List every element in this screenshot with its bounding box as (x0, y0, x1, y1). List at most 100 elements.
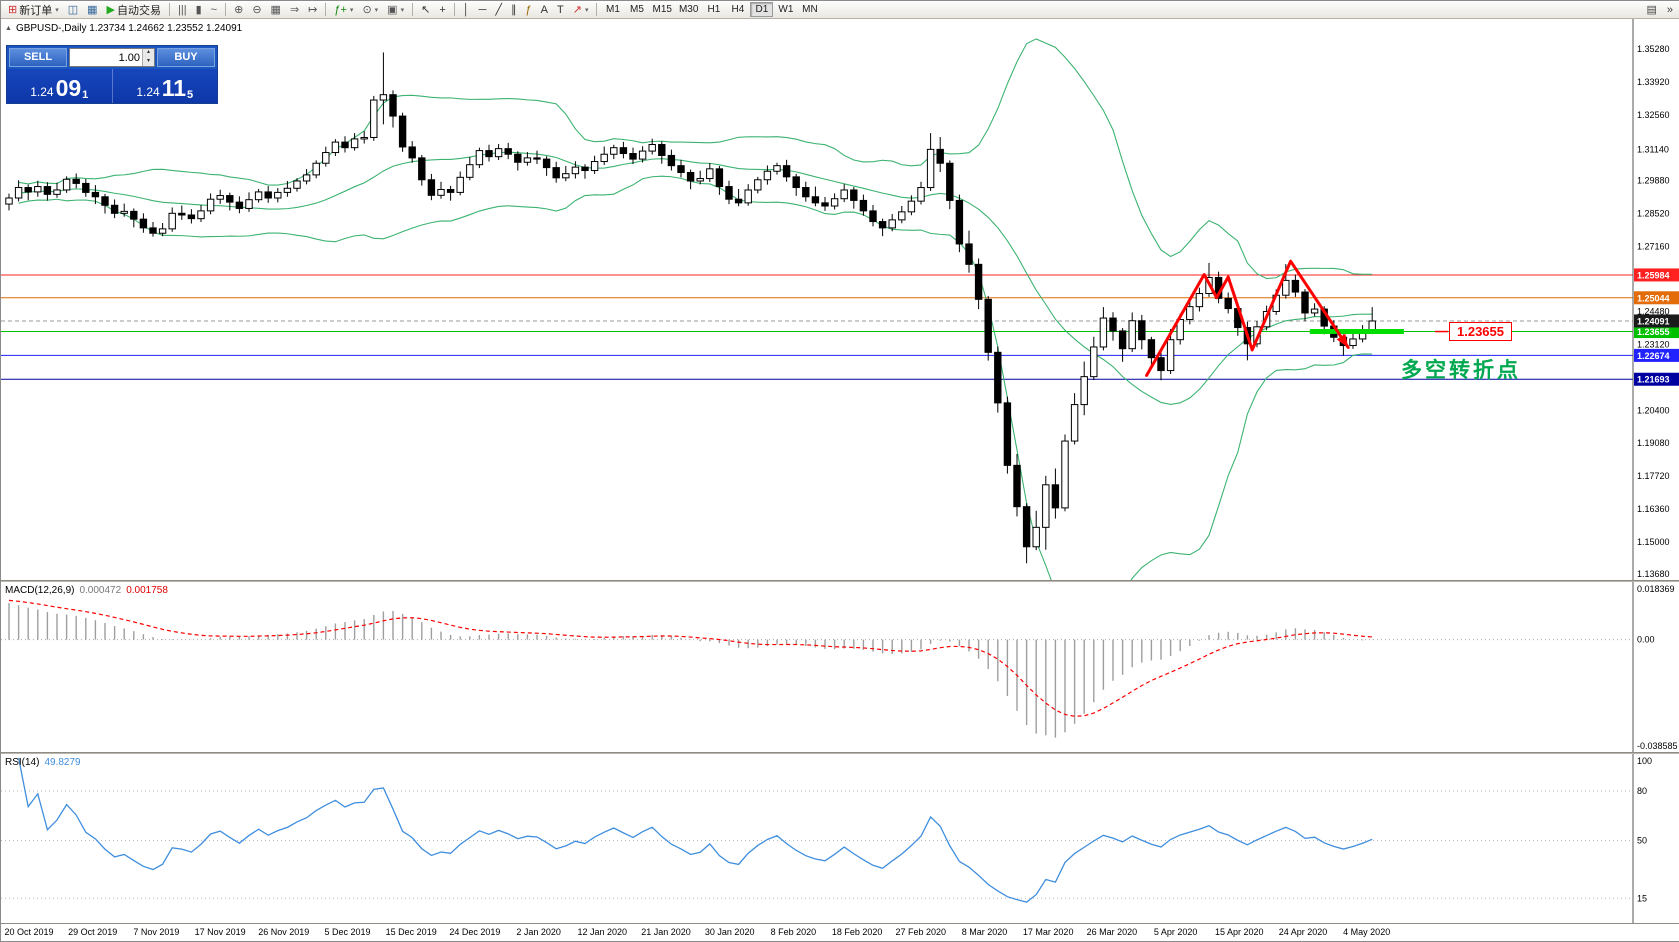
window-list-button[interactable]: ▤ (1642, 2, 1660, 18)
periods-caret-icon: ▾ (374, 6, 379, 14)
zoom-out-icon: ⊖ (252, 3, 262, 16)
svg-text:-0.038585: -0.038585 (1637, 741, 1678, 751)
tile-windows-button[interactable]: ▦ (267, 2, 285, 18)
cursor-button[interactable]: ↖ (417, 2, 434, 18)
toolbar-options-button[interactable]: » (1663, 2, 1677, 18)
trendline-icon: ╱ (495, 3, 503, 16)
indicators-icon: ƒ+ (334, 3, 347, 16)
bar-chart-mode-button[interactable]: ||| (174, 2, 191, 18)
date-label: 2 Jan 2020 (516, 927, 561, 937)
date-label: 27 Feb 2020 (895, 927, 947, 937)
svg-text:1.13680: 1.13680 (1637, 569, 1670, 579)
templates-caret-icon: ▾ (400, 6, 405, 14)
new-order-icon: ⊞ (8, 3, 18, 16)
sell-button[interactable]: SELL (9, 48, 67, 67)
svg-text:100: 100 (1637, 756, 1652, 766)
indicators-button[interactable]: ƒ+ ▾ (330, 2, 357, 18)
date-label: 8 Feb 2020 (770, 927, 817, 937)
line-chart-mode-icon: ~ (210, 3, 218, 16)
svg-text:1.22674: 1.22674 (1637, 351, 1670, 361)
chart-title: ▲ GBPUSD-,Daily 1.23734 1.24662 1.23552 … (5, 23, 242, 34)
sell-price-small: 1.24 (30, 85, 54, 99)
templates-icon: ▣ (387, 3, 398, 16)
equidistant-channel-button[interactable]: ∥ (507, 2, 521, 18)
timeframe-m5-button[interactable]: M5 (625, 2, 648, 17)
toolbar-separator (325, 3, 327, 16)
autotrading-button[interactable]: ▶ 自动交易 (103, 2, 165, 18)
svg-text:50: 50 (1637, 836, 1647, 846)
text-button[interactable]: A (537, 2, 552, 18)
panel-splitter-macd[interactable] (1, 580, 1679, 582)
svg-text:1.23120: 1.23120 (1637, 340, 1670, 350)
crosshair-button[interactable]: + (435, 2, 449, 18)
svg-text:1.29880: 1.29880 (1637, 175, 1670, 185)
macd-value-2: 0.001758 (126, 585, 168, 596)
charts-toolbar-button[interactable]: ◫ (64, 2, 82, 18)
svg-text:1.27160: 1.27160 (1637, 241, 1670, 251)
chart-shift-button[interactable]: ↦ (304, 2, 321, 18)
svg-text:15: 15 (1637, 893, 1647, 903)
rsi-name: RSI(14) (5, 757, 40, 768)
date-label: 17 Nov 2019 (194, 927, 246, 937)
volume-down-button[interactable]: ▾ (143, 57, 154, 66)
date-label: 21 Jan 2020 (641, 927, 691, 937)
timeframe-h1-button[interactable]: H1 (702, 2, 725, 17)
arrows-button[interactable]: ↗ ▾ (569, 2, 593, 18)
toolbar-separator (225, 3, 227, 16)
autotrading-label: 自动交易 (117, 4, 162, 17)
periods-button[interactable]: ⊙ ▾ (358, 2, 382, 18)
panel-splitter-rsi[interactable] (1, 752, 1679, 754)
text-label-button[interactable]: T (553, 2, 568, 18)
profiles-button[interactable]: ▦ (83, 2, 101, 18)
buy-button[interactable]: BUY (157, 48, 215, 67)
date-label: 30 Jan 2020 (704, 927, 755, 937)
date-label: 24 Dec 2019 (449, 927, 501, 937)
macd-name: MACD(12,26,9) (5, 585, 75, 596)
date-label: 12 Jan 2020 (577, 927, 628, 937)
volume-box: ▴ ▾ (69, 48, 155, 67)
sell-price-display[interactable]: 1.24 09 1 (7, 69, 113, 103)
timeframe-d1-button[interactable]: D1 (750, 2, 774, 17)
time-axis[interactable]: 20 Oct 2019 29 Oct 2019 7 Nov 2019 17 Nov 2… (1, 923, 1679, 941)
timeframe-h4-button[interactable]: H4 (726, 2, 749, 17)
sell-price-sup: 1 (82, 89, 89, 101)
symbol-ohlc-label: GBPUSD-,Daily 1.23734 1.24662 1.23552 1.… (15, 23, 243, 34)
zoom-in-button[interactable]: ⊕ (230, 2, 247, 18)
rsi-panel-canvas[interactable]: 100 80 50 15 (1, 754, 1679, 923)
volume-up-button[interactable]: ▴ (143, 49, 154, 58)
one-click-collapse-icon[interactable]: ▲ (5, 25, 12, 32)
macd-panel-canvas[interactable]: 0.018369 0.00 -0.038585 (1, 582, 1679, 752)
candlestick-mode-button[interactable]: ▮ (192, 2, 206, 18)
new-order-button[interactable]: ⊞ 新订单 ▾ (4, 2, 63, 18)
rsi-value: 49.8279 (44, 757, 81, 768)
toolbar-separator (596, 3, 598, 16)
date-label: 20 Oct 2019 (4, 927, 54, 937)
fibonacci-retracement-button[interactable]: ƒ (522, 2, 536, 18)
svg-text:1.23655: 1.23655 (1637, 327, 1670, 337)
zoom-out-button[interactable]: ⊖ (248, 2, 265, 18)
text-icon: A (540, 3, 549, 16)
timeframe-mn-button[interactable]: MN (798, 2, 821, 17)
toolbar-separator (453, 3, 455, 16)
line-chart-mode-button[interactable]: ~ (207, 2, 221, 18)
timeframe-m15-button[interactable]: M15 (649, 2, 674, 17)
macd-value-1: 0.000472 (79, 585, 122, 596)
buy-price-display[interactable]: 1.24 11 5 (113, 69, 218, 103)
svg-text:0.00: 0.00 (1637, 635, 1655, 645)
templates-button[interactable]: ▣ ▾ (383, 2, 408, 18)
arrows-caret-icon: ▾ (584, 6, 589, 14)
toolbar-options-icon: » (1666, 3, 1673, 16)
trendline-button[interactable]: ╱ (491, 2, 506, 18)
horizontal-line-button[interactable]: ─ (475, 2, 491, 18)
auto-scroll-button[interactable]: ⇒ (286, 2, 303, 18)
date-label: 15 Apr 2020 (1215, 927, 1264, 937)
timeframe-w1-button[interactable]: W1 (774, 2, 797, 17)
vertical-line-button[interactable]: │ (459, 2, 474, 18)
main-chart-canvas[interactable]: 1.35280 1.33920 1.32560 1.31140 1.29880 1.285… (1, 19, 1679, 580)
svg-text:1.33920: 1.33920 (1637, 77, 1670, 87)
timeframe-m1-button[interactable]: M1 (601, 2, 624, 17)
buy-price-big: 11 (161, 75, 187, 101)
timeframe-m30-button[interactable]: M30 (676, 2, 701, 17)
volume-input[interactable] (70, 49, 142, 66)
svg-text:1.16360: 1.16360 (1637, 504, 1670, 514)
